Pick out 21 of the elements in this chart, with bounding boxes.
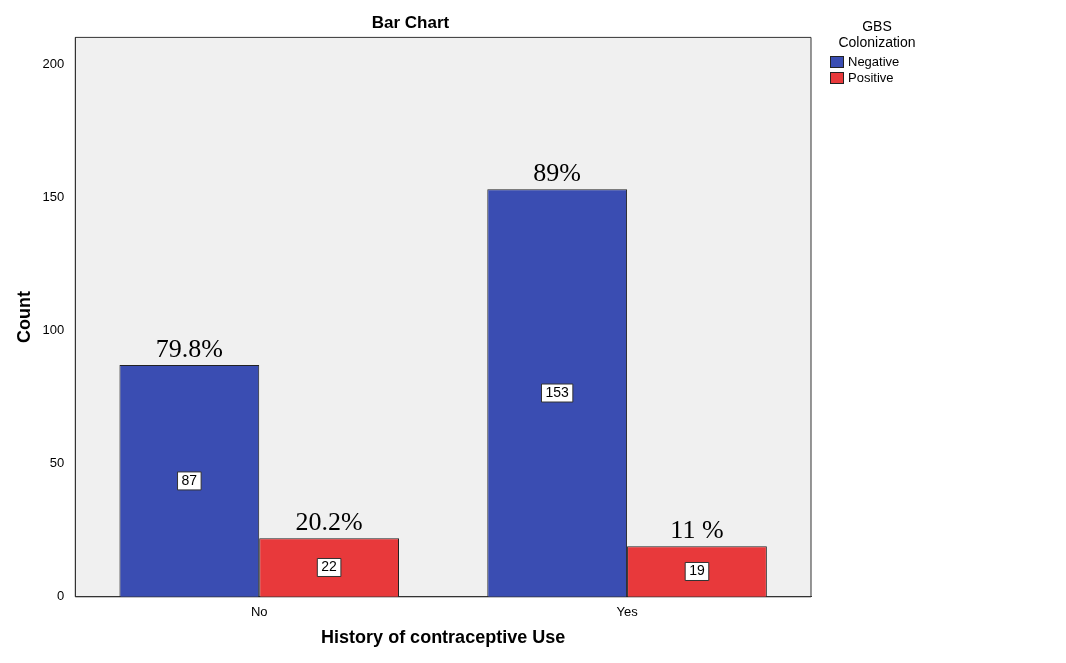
legend-title: GBS Colonization xyxy=(837,18,917,50)
x-tick-label: No xyxy=(250,604,268,620)
y-tick-label: 50 xyxy=(49,455,65,471)
y-tick-label: 0 xyxy=(57,588,65,604)
annotation: 20.2% xyxy=(295,507,363,537)
legend-label: Negative xyxy=(848,54,900,69)
data-label: 19 xyxy=(689,562,705,579)
chart-title: Bar Chart xyxy=(371,12,450,32)
y-axis-title: Count xyxy=(13,291,34,344)
y-tick-label: 150 xyxy=(42,188,65,204)
data-label: 153 xyxy=(545,383,570,400)
x-axis-title: History of contraceptive Use xyxy=(321,627,566,648)
data-label: 22 xyxy=(321,558,338,575)
annotation: 11 % xyxy=(670,515,724,545)
y-tick-label: 200 xyxy=(42,55,65,71)
data-label: 87 xyxy=(181,471,198,488)
annotation: 89% xyxy=(533,158,582,188)
annotation: 79.8% xyxy=(155,333,223,363)
x-tick-label: Yes xyxy=(616,604,639,620)
legend-label: Positive xyxy=(848,70,894,85)
y-tick-label: 100 xyxy=(42,322,65,337)
